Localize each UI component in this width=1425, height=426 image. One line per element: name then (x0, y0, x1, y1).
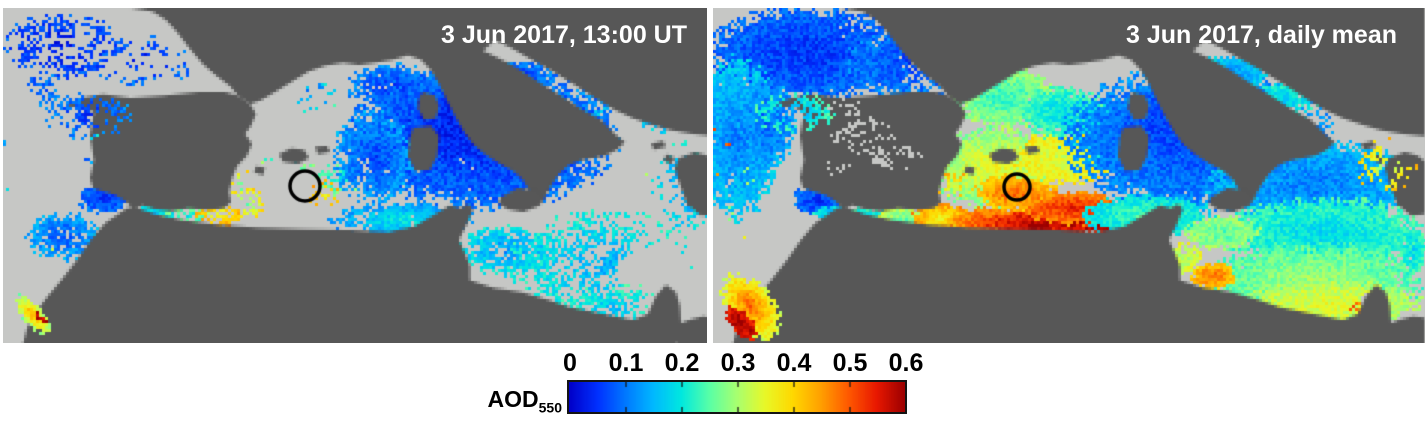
map-panel-1300ut: 3 Jun 2017, 13:00 UT (3, 8, 707, 343)
panel-title-left: 3 Jun 2017, 13:00 UT (441, 21, 687, 49)
aod-map-canvas-daily-mean (713, 8, 1425, 343)
map-panel-daily-mean: 3 Jun 2017, daily mean (713, 8, 1425, 343)
colorbar-tick-0: 0 (563, 349, 577, 377)
colorbar-label-text: AOD (487, 386, 539, 412)
colorbar-tick-4: 0.4 (776, 349, 812, 377)
colorbar-tick-1: 0.1 (608, 349, 644, 377)
colorbar-tick-2: 0.2 (664, 349, 700, 377)
colorbar-tick-3: 0.3 (720, 349, 756, 377)
panel-title-right: 3 Jun 2017, daily mean (1126, 21, 1397, 49)
colorbar-label-subscript: 550 (538, 399, 562, 416)
colorbar-gradient (567, 380, 907, 414)
colorbar-tick-5: 0.5 (832, 349, 868, 377)
colorbar-tick-6: 0.6 (888, 349, 924, 377)
aod-map-canvas-1300ut (3, 8, 707, 343)
colorbar-label: AOD550 (438, 386, 562, 421)
